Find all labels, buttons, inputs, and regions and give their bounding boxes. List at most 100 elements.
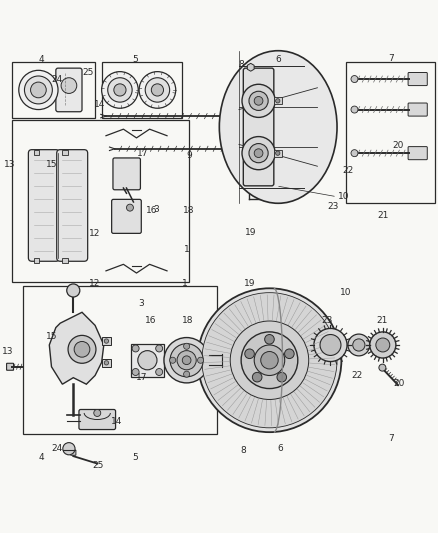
FancyBboxPatch shape: [113, 158, 141, 190]
Text: 10: 10: [338, 192, 350, 201]
Text: 7: 7: [388, 54, 393, 62]
FancyBboxPatch shape: [408, 72, 427, 86]
Circle shape: [184, 371, 190, 377]
Circle shape: [230, 321, 309, 399]
Bar: [102, 337, 111, 345]
Text: 10: 10: [340, 288, 352, 297]
Circle shape: [31, 82, 46, 98]
Circle shape: [245, 349, 254, 359]
FancyBboxPatch shape: [243, 68, 274, 186]
Polygon shape: [49, 312, 104, 384]
Text: 22: 22: [343, 166, 353, 175]
Circle shape: [67, 284, 80, 297]
FancyBboxPatch shape: [79, 409, 116, 430]
Circle shape: [241, 332, 298, 389]
Text: 1: 1: [184, 245, 190, 254]
Bar: [23, 286, 217, 434]
Bar: [34, 258, 39, 263]
Text: 19: 19: [245, 228, 257, 237]
Circle shape: [104, 339, 109, 343]
Circle shape: [351, 76, 358, 83]
Circle shape: [198, 357, 204, 364]
Circle shape: [19, 70, 58, 110]
Circle shape: [108, 78, 132, 102]
Circle shape: [254, 345, 285, 375]
Circle shape: [102, 71, 138, 108]
Text: 8: 8: [238, 60, 244, 69]
Text: 23: 23: [321, 317, 333, 326]
Text: 19: 19: [244, 279, 256, 288]
Bar: [62, 150, 67, 155]
Text: 17: 17: [136, 373, 148, 382]
Text: 17: 17: [137, 149, 149, 158]
Text: 3: 3: [153, 205, 159, 214]
Circle shape: [351, 106, 358, 113]
Bar: [102, 359, 111, 367]
Text: 7: 7: [389, 434, 394, 443]
FancyBboxPatch shape: [56, 68, 82, 112]
FancyBboxPatch shape: [7, 364, 14, 370]
Circle shape: [94, 409, 101, 416]
Text: 22: 22: [351, 371, 362, 380]
Text: 16: 16: [146, 206, 158, 215]
Circle shape: [164, 337, 209, 383]
Circle shape: [139, 71, 176, 108]
Text: 1: 1: [182, 279, 187, 288]
Bar: [12, 120, 189, 282]
Circle shape: [254, 96, 263, 105]
FancyBboxPatch shape: [28, 150, 59, 261]
Circle shape: [265, 335, 274, 344]
Text: 14: 14: [111, 417, 123, 426]
Circle shape: [127, 204, 134, 211]
Text: 18: 18: [182, 317, 194, 326]
Text: 12: 12: [89, 279, 101, 288]
Text: 3: 3: [138, 299, 144, 308]
Text: 6: 6: [278, 444, 283, 453]
Bar: [274, 150, 282, 157]
Text: 6: 6: [276, 55, 281, 64]
Circle shape: [170, 357, 176, 364]
Bar: [131, 344, 164, 377]
Circle shape: [252, 373, 262, 382]
Circle shape: [242, 84, 275, 117]
Bar: [102, 62, 182, 118]
Circle shape: [182, 356, 191, 365]
Circle shape: [320, 335, 341, 356]
Text: 4: 4: [39, 55, 44, 64]
Circle shape: [245, 183, 251, 189]
Bar: [34, 150, 39, 155]
Circle shape: [276, 99, 280, 103]
FancyBboxPatch shape: [57, 150, 88, 261]
Text: 24: 24: [52, 75, 63, 84]
Text: 16: 16: [145, 317, 156, 326]
Ellipse shape: [219, 51, 337, 203]
Circle shape: [114, 84, 126, 96]
Circle shape: [351, 150, 358, 157]
Circle shape: [68, 335, 96, 364]
Circle shape: [170, 344, 203, 377]
Circle shape: [247, 63, 254, 71]
Text: 23: 23: [327, 202, 339, 211]
Circle shape: [61, 78, 77, 93]
Circle shape: [198, 288, 341, 432]
FancyBboxPatch shape: [112, 199, 141, 233]
Text: 4: 4: [39, 453, 44, 462]
Circle shape: [138, 351, 157, 370]
Bar: [274, 98, 282, 104]
Circle shape: [202, 293, 337, 428]
Circle shape: [155, 368, 162, 375]
Text: 15: 15: [46, 159, 57, 168]
Text: 18: 18: [183, 206, 194, 215]
Text: 25: 25: [83, 68, 94, 77]
Bar: [346, 62, 435, 203]
Circle shape: [285, 349, 294, 359]
Bar: [62, 258, 67, 263]
Circle shape: [74, 342, 90, 357]
Circle shape: [249, 91, 268, 110]
Text: 14: 14: [94, 100, 105, 109]
FancyBboxPatch shape: [408, 103, 427, 116]
Text: 20: 20: [393, 379, 405, 388]
Circle shape: [254, 149, 263, 158]
Circle shape: [353, 339, 365, 351]
Text: 9: 9: [186, 367, 192, 376]
